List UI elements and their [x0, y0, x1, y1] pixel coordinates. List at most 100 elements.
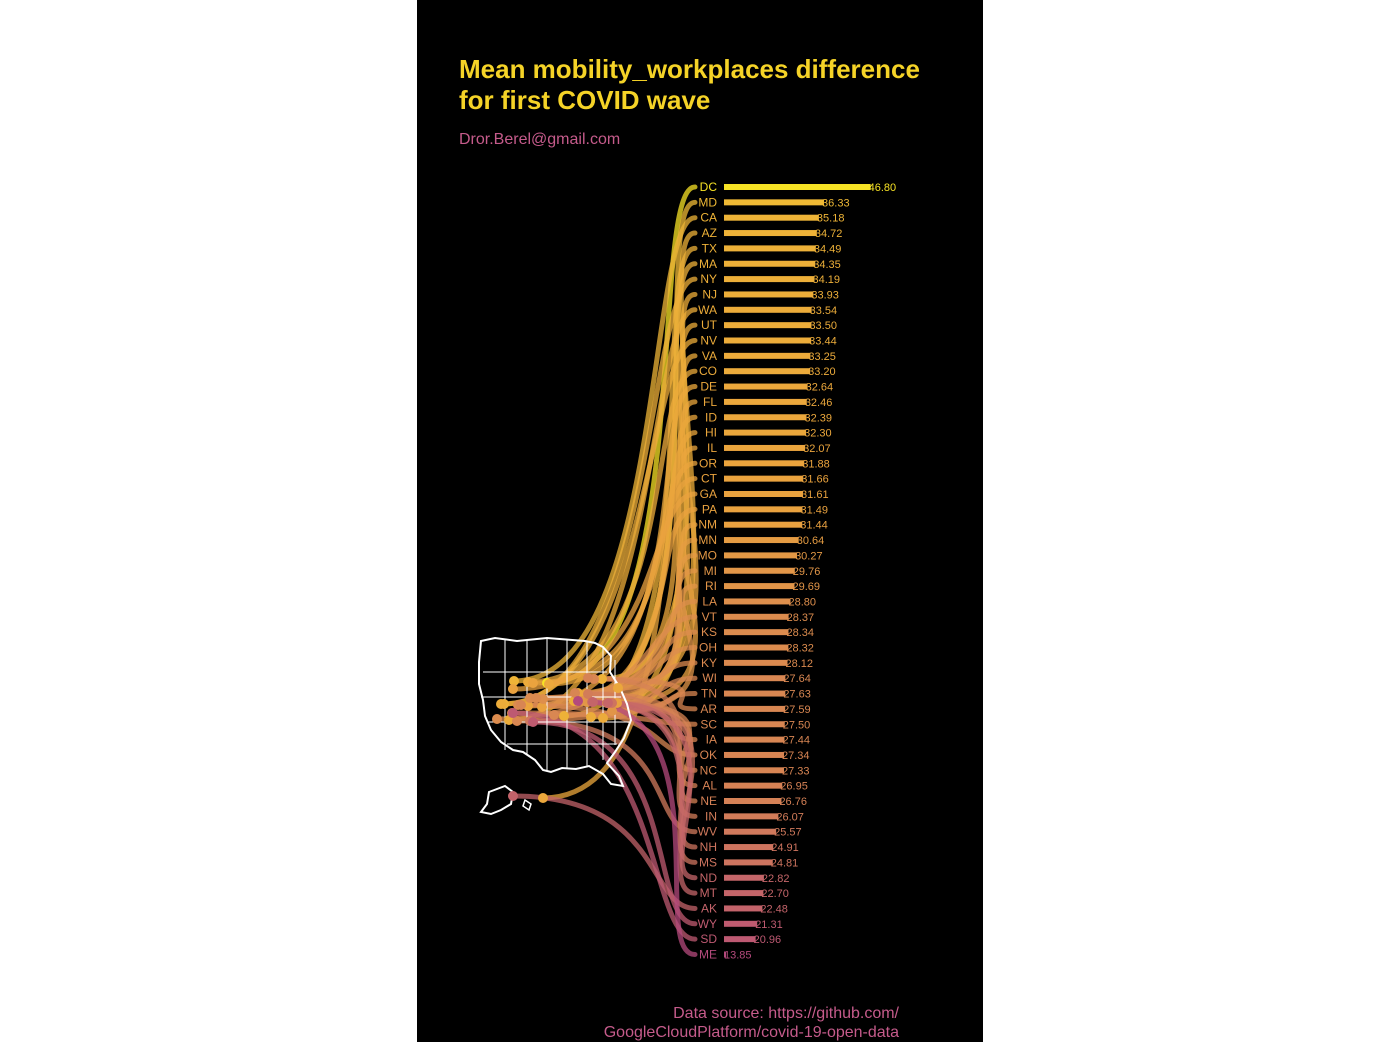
bar-pa [724, 506, 803, 513]
value-label-sd: 20.96 [754, 934, 782, 946]
dot-ky [531, 693, 541, 703]
value-label-de: 32.64 [806, 382, 834, 394]
value-label-ct: 31.66 [801, 474, 829, 486]
bar-mo [724, 552, 798, 559]
dot-mt [588, 697, 598, 707]
bar-ct [724, 475, 804, 482]
bar-nc [724, 767, 784, 774]
bar-ky [724, 659, 788, 666]
value-label-va: 33.25 [808, 351, 836, 363]
value-label-ms: 24.81 [771, 857, 799, 869]
state-label-ut: UT [701, 318, 718, 332]
state-label-de: DE [700, 380, 717, 394]
us-map [478, 636, 633, 816]
dot-nv [496, 699, 506, 709]
dot-me [573, 696, 583, 706]
state-label-ks: KS [701, 625, 717, 639]
bar-il [724, 444, 806, 451]
bar-ok [724, 751, 785, 758]
value-label-hi: 32.30 [804, 428, 832, 440]
bar-oh [724, 644, 789, 651]
state-label-vt: VT [702, 610, 718, 624]
value-label-co: 33.20 [808, 366, 836, 378]
value-label-id: 32.39 [805, 412, 833, 424]
dot-ri [607, 706, 617, 716]
value-label-ga: 31.61 [801, 489, 829, 501]
dot-hi [538, 793, 548, 803]
bar-ga [724, 491, 804, 497]
state-label-ne: NE [700, 794, 717, 808]
value-label-az: 34.72 [815, 228, 843, 240]
bar-sc [724, 721, 785, 728]
curve-ct [530, 476, 698, 686]
caption-line-1: Data source: https://github.com/ [673, 1005, 899, 1022]
value-label-nc: 27.33 [782, 765, 810, 777]
state-label-md: MD [698, 195, 717, 209]
state-label-la: LA [702, 594, 717, 608]
value-label-ar: 27.59 [783, 704, 811, 716]
bar-ut [724, 322, 812, 329]
value-label-wa: 33.54 [810, 305, 838, 317]
bar-ak [724, 905, 763, 912]
dot-ca [509, 676, 519, 686]
bar-ne [724, 798, 782, 804]
value-label-tn: 27.63 [783, 689, 811, 701]
value-label-wy: 21.31 [755, 919, 783, 931]
state-label-al: AL [702, 779, 717, 793]
value-label-ma: 34.35 [813, 259, 841, 271]
value-label-ne: 26.76 [779, 796, 807, 808]
bar-az [724, 230, 817, 237]
bar-mt [724, 890, 764, 897]
bar-md [724, 199, 825, 206]
value-label-nd: 22.82 [762, 873, 790, 885]
us-outline [478, 636, 633, 788]
value-labels: 46.80 36.33 35.18 34.72 34.49 34.35 34.19 33.93… [724, 182, 896, 962]
state-label-id: ID [705, 410, 717, 424]
value-label-ri: 29.69 [792, 581, 820, 593]
hawaii-shape [522, 798, 532, 812]
bar-nj [724, 291, 814, 298]
state-label-mi: MI [704, 564, 717, 578]
value-label-la: 28.80 [789, 596, 817, 608]
state-label-nv: NV [700, 334, 717, 348]
state-label-mt: MT [700, 886, 718, 900]
alaska-shape [479, 784, 515, 816]
bar-in [724, 813, 779, 820]
state-label-or: OR [699, 456, 717, 470]
chart-subtitle: Dror.Berel@gmail.com [459, 131, 621, 148]
value-label-pa: 31.49 [800, 504, 828, 516]
state-label-ms: MS [699, 855, 717, 869]
bar-ks [724, 629, 789, 636]
state-label-ak: AK [701, 901, 717, 915]
state-label-tx: TX [702, 241, 717, 255]
bar-tx [724, 245, 816, 252]
bar-wy [724, 920, 758, 927]
bar-wv [724, 828, 777, 835]
state-label-il: IL [707, 441, 717, 455]
dot-de [544, 679, 554, 689]
connector-curves [494, 184, 699, 957]
state-label-nc: NC [700, 763, 718, 777]
state-label-wi: WI [702, 671, 717, 685]
state-label-wy: WY [698, 917, 717, 931]
value-label-ky: 28.12 [786, 658, 814, 670]
dot-az [597, 674, 607, 684]
state-label-mo: MO [698, 548, 717, 562]
value-label-md: 36.33 [822, 197, 850, 209]
value-label-dc: 46.80 [869, 182, 897, 194]
value-label-ks: 28.34 [786, 627, 814, 639]
state-label-ri: RI [705, 579, 717, 593]
value-label-ny: 34.19 [813, 274, 841, 286]
bar-me [724, 951, 726, 958]
data-source-caption: Data source: https://github.com/ GoogleC… [604, 1004, 899, 1042]
bar-ms [724, 859, 773, 866]
dot-ak [508, 791, 518, 801]
state-label-fl: FL [703, 395, 717, 409]
dot-tn [549, 710, 559, 720]
state-dots [492, 673, 623, 803]
value-label-fl: 32.46 [805, 397, 833, 409]
state-label-ia: IA [706, 733, 717, 747]
state-label-nh: NH [700, 840, 717, 854]
chart-canvas: Mean mobility_workplaces difference for … [417, 0, 983, 1042]
